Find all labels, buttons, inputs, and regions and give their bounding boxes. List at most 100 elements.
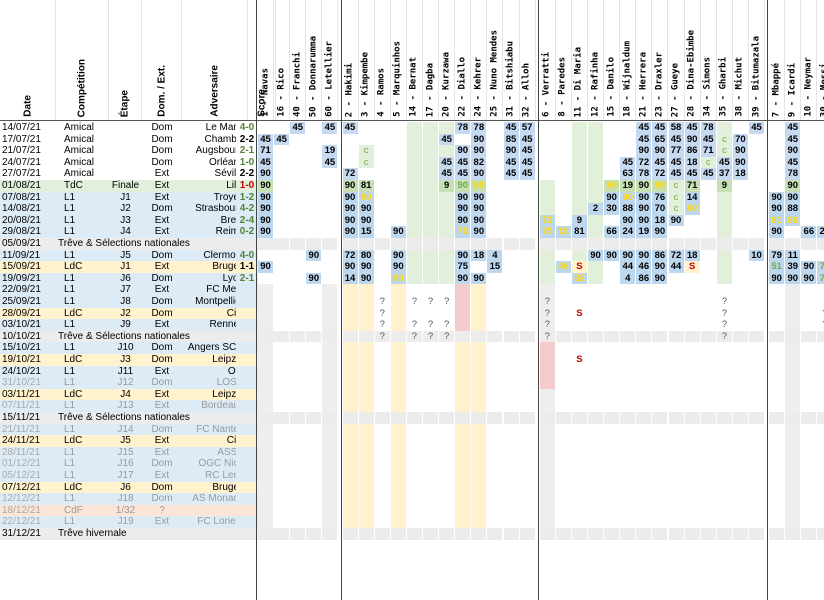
domext-cell: Ext [142,191,182,204]
etape-cell: Finale [109,180,142,192]
player-minutes-cell [274,307,290,320]
player-minutes-cell [390,342,406,354]
player-minutes-cell [258,342,274,354]
score-cell [236,319,258,331]
player-minutes-cell [306,342,322,354]
player-minutes-cell [306,180,322,192]
player-minutes-cell [571,249,587,262]
player-minutes-cell: 19 [620,180,636,192]
player-minutes-cell [668,377,684,389]
player-minutes-cell [636,412,652,424]
player-minutes-cell [769,319,785,331]
player-minutes-cell [290,296,306,308]
etape-cell: J2 [109,203,142,215]
header-player-label: 28 - Dina-Ebimbe [686,30,697,117]
player-minutes-cell [732,470,748,482]
player-minutes-cell [519,458,535,470]
player-minutes-cell [258,400,274,412]
header-player-label: 30 - Messi [819,62,824,117]
player-minutes-cell: c [700,156,716,169]
header-player: 60 - Letellier [322,0,339,120]
player-minutes-cell [732,493,748,505]
player-minutes-cell [700,191,716,204]
player-minutes-cell [423,470,439,482]
header-player-label: 15 - Danilo [606,57,617,117]
player-minutes-cell: 45 [749,122,765,134]
player-minutes-cell: ? [406,330,422,343]
player-minutes-cell [390,145,406,157]
player-minutes-cell: 75 [455,226,471,238]
player-minutes-cell [555,412,571,424]
player-minutes-cell [588,319,604,331]
player-minutes-cell: ? [539,307,555,320]
player-minutes-cell [274,504,290,517]
player-minutes-cell: 65 [652,133,668,146]
player-minutes-cell [390,307,406,320]
table-row: 12/12/21 L1 J18 Dom AS Monaco [0,493,824,505]
player-minutes-cell [668,423,684,436]
date-cell: 22/12/21 [0,516,56,528]
player-minutes-cell: ? [817,319,824,331]
player-minutes-cell [620,435,636,447]
player-minutes-cell [749,180,765,192]
player-minutes-cell [769,377,785,389]
header-player: 14 - Bernat [407,0,423,120]
player-minutes-cell: 45 [668,133,684,146]
player-minutes-cell [817,481,824,494]
player-minutes-cell [604,400,620,412]
player-minutes-cell [684,458,700,470]
domext-cell: Dom [142,122,182,134]
score-cell: 4-0 [236,249,258,262]
player-minutes-cell: 90 [620,191,636,204]
player-minutes-cell [390,156,406,169]
header-player: 24 - Kehrer [471,0,488,120]
domext-cell: Ext [142,214,182,227]
player-minutes-cell [620,284,636,296]
player-minutes-cell [290,435,306,447]
player-minutes-cell: 39 [785,261,801,273]
competition-cell: L1 [56,284,109,296]
player-minutes-cell [258,307,274,320]
etape-cell: J17 [109,470,142,482]
header-player-label: 40 - Franchi [292,51,303,117]
player-minutes-cell [785,412,801,424]
player-minutes-cell [652,516,668,528]
player-minutes-cell [290,528,306,540]
player-minutes-cell: 14 [684,191,700,204]
etape-cell: J6 [109,272,142,285]
table-row: 01/12/21 L1 J16 Dom OGC Nice [0,458,824,470]
player-minutes-cell: 90 [785,191,801,204]
player-minutes-cell [769,470,785,482]
player-minutes-cell [471,423,487,436]
player-minutes-cell [539,122,555,134]
player-minutes-cell [749,458,765,470]
player-minutes-cell: 90 [306,272,322,285]
player-minutes-cell [620,296,636,308]
player-minutes-cell: 90 [769,226,785,238]
player-minutes-cell: 45 [322,156,338,169]
player-minutes-cell [571,122,587,134]
player-minutes-cell [487,388,503,401]
player-minutes-cell [519,446,535,459]
date-cell: 24/10/21 [0,365,56,378]
header-player: 8 - Paredes [556,0,572,120]
player-minutes-cell: ? [817,307,824,320]
player-minutes-cell [769,133,785,146]
player-minutes-cell [519,528,535,540]
player-minutes-cell [684,296,700,308]
header-player: 50 - Donnarumma [306,0,323,120]
etape-cell: J2 [109,307,142,320]
domext-cell: Ext [142,365,182,378]
player-minutes-cell [274,435,290,447]
player-minutes-cell [636,342,652,354]
player-minutes-cell [406,412,422,424]
header-player: 38 - Michut [733,0,749,120]
player-minutes-cell [652,296,668,308]
player-minutes-cell [668,516,684,528]
player-minutes-cell [406,423,422,436]
player-minutes-cell [539,156,555,169]
player-minutes-cell [636,238,652,250]
player-minutes-cell [817,180,824,192]
player-minutes-cell [588,307,604,320]
player-minutes-cell [716,272,732,285]
